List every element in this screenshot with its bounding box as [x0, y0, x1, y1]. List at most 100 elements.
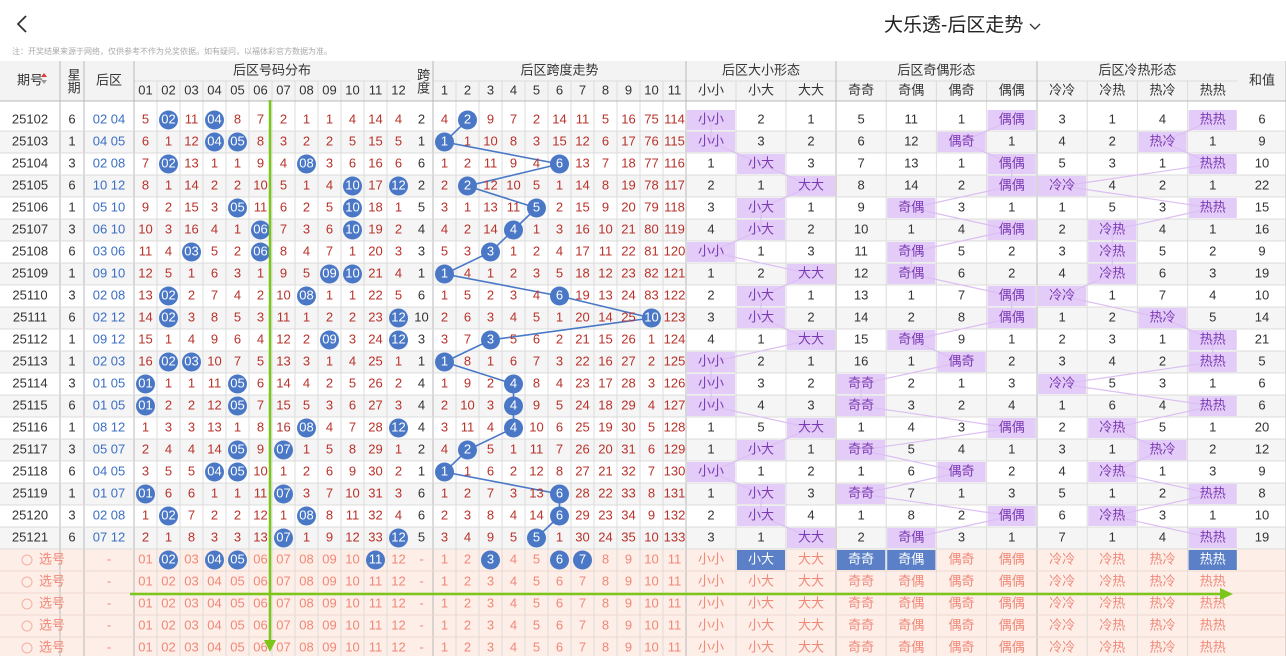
select-option[interactable]: 冷热 — [1099, 551, 1125, 566]
select-option[interactable]: 10 — [345, 595, 359, 610]
select-option[interactable]: 大大 — [798, 573, 824, 588]
select-option[interactable]: 06 — [253, 595, 267, 610]
select-option[interactable]: 05 — [230, 573, 244, 588]
select-option[interactable]: 10 — [345, 551, 359, 566]
select-option[interactable]: 10 — [345, 573, 359, 588]
select-option[interactable]: 10 — [345, 617, 359, 632]
select-option[interactable]: 偶奇 — [948, 573, 974, 588]
select-option[interactable]: 02 — [161, 595, 175, 610]
select-option[interactable]: 小小 — [698, 617, 724, 632]
select-option[interactable]: 07 — [276, 573, 290, 588]
select-option[interactable]: 奇偶 — [898, 617, 924, 632]
select-option[interactable]: 09 — [322, 551, 336, 566]
select-option[interactable]: 3 — [487, 639, 494, 654]
select-option[interactable]: 小小 — [698, 573, 724, 588]
select-option[interactable]: 9 — [625, 617, 632, 632]
select-option[interactable]: 11 — [668, 617, 682, 632]
select-option[interactable]: 12 — [391, 551, 405, 566]
select-option[interactable]: 05 — [230, 639, 244, 654]
select-option[interactable]: 01 — [138, 573, 152, 588]
select-option[interactable]: 11 — [369, 573, 383, 588]
select-option[interactable]: 热冷 — [1149, 595, 1175, 610]
select-option[interactable]: 奇奇 — [848, 595, 874, 610]
select-option[interactable]: 4 — [510, 573, 517, 588]
select-option[interactable]: 10 — [644, 595, 658, 610]
select-option[interactable]: 偶奇 — [948, 551, 974, 566]
select-option[interactable]: 7 — [579, 551, 586, 566]
select-option[interactable]: 03 — [184, 639, 198, 654]
select-option[interactable]: 2 — [464, 617, 471, 632]
select-option[interactable]: 奇偶 — [898, 551, 924, 566]
select-option[interactable]: 9 — [625, 551, 632, 566]
select-option[interactable]: 09 — [322, 617, 336, 632]
select-option[interactable]: 9 — [625, 639, 632, 654]
select-option[interactable]: 06 — [253, 551, 267, 566]
select-option[interactable]: 冷冷 — [1049, 573, 1075, 588]
select-option[interactable]: 8 — [602, 617, 609, 632]
select-option[interactable]: 10 — [644, 617, 658, 632]
picked-pattern[interactable] — [887, 550, 936, 570]
select-option[interactable]: 07 — [276, 639, 290, 654]
select-option[interactable]: 偶偶 — [999, 595, 1025, 610]
select-option[interactable]: 09 — [322, 639, 336, 654]
select-option[interactable]: 大大 — [798, 595, 824, 610]
select-option[interactable]: 01 — [138, 617, 152, 632]
select-option[interactable]: 偶偶 — [999, 551, 1025, 566]
select-option[interactable]: 7 — [579, 573, 586, 588]
select-option[interactable]: 06 — [253, 617, 267, 632]
back-button[interactable] — [10, 4, 40, 44]
select-radio[interactable] — [21, 576, 33, 588]
select-option[interactable]: 偶偶 — [999, 639, 1025, 654]
select-option[interactable]: 热热 — [1200, 551, 1226, 566]
select-option[interactable]: 热热 — [1200, 595, 1226, 610]
select-option[interactable]: 08 — [299, 639, 313, 654]
select-option[interactable]: 热热 — [1200, 639, 1226, 654]
select-option[interactable]: 热热 — [1200, 573, 1226, 588]
select-option[interactable]: 6 — [556, 639, 563, 654]
select-option[interactable]: 小大 — [748, 639, 774, 654]
select-option[interactable]: 02 — [161, 573, 175, 588]
select-option[interactable]: 奇奇 — [848, 573, 874, 588]
select-option[interactable]: 06 — [253, 639, 267, 654]
select-radio[interactable] — [21, 598, 33, 610]
select-option[interactable]: 冷冷 — [1049, 551, 1075, 566]
select-option[interactable]: 10 — [644, 639, 658, 654]
select-option[interactable]: 08 — [299, 595, 313, 610]
select-option[interactable]: 4 — [510, 551, 517, 566]
select-option[interactable]: 偶奇 — [948, 617, 974, 632]
select-option[interactable]: 2 — [464, 551, 471, 566]
select-option[interactable]: 热热 — [1200, 617, 1226, 632]
select-option[interactable]: 奇奇 — [848, 617, 874, 632]
picked-ball[interactable] — [550, 550, 569, 570]
select-option[interactable]: 3 — [487, 595, 494, 610]
select-option[interactable]: 7 — [579, 595, 586, 610]
picked-ball[interactable] — [205, 550, 224, 570]
select-option[interactable]: 07 — [276, 551, 290, 566]
select-option[interactable]: 4 — [510, 595, 517, 610]
select-option[interactable]: 3 — [487, 617, 494, 632]
select-option[interactable]: 01 — [138, 639, 152, 654]
select-option[interactable]: 8 — [602, 551, 609, 566]
select-option[interactable]: 6 — [556, 573, 563, 588]
select-option[interactable]: 2 — [464, 639, 471, 654]
select-option[interactable]: 12 — [391, 573, 405, 588]
select-option[interactable]: 5 — [533, 639, 540, 654]
select-option[interactable]: 大大 — [798, 617, 824, 632]
select-option[interactable]: 冷冷 — [1049, 639, 1075, 654]
select-option[interactable]: 4 — [510, 639, 517, 654]
select-option[interactable]: 1 — [441, 551, 448, 566]
select-option[interactable]: 热冷 — [1149, 573, 1175, 588]
select-option[interactable]: 08 — [299, 617, 313, 632]
select-option[interactable]: 9 — [625, 573, 632, 588]
select-option[interactable]: 冷热 — [1099, 595, 1125, 610]
select-option[interactable]: 9 — [625, 595, 632, 610]
select-option[interactable]: 热冷 — [1149, 551, 1175, 566]
picked-ball[interactable] — [228, 550, 247, 570]
select-option[interactable]: 小大 — [748, 595, 774, 610]
picked-ball[interactable] — [481, 550, 500, 570]
select-option[interactable]: 04 — [207, 595, 221, 610]
picked-ball[interactable] — [366, 550, 385, 570]
select-option[interactable]: 8 — [602, 573, 609, 588]
select-option[interactable]: 04 — [207, 617, 221, 632]
select-option[interactable]: 11 — [668, 573, 682, 588]
